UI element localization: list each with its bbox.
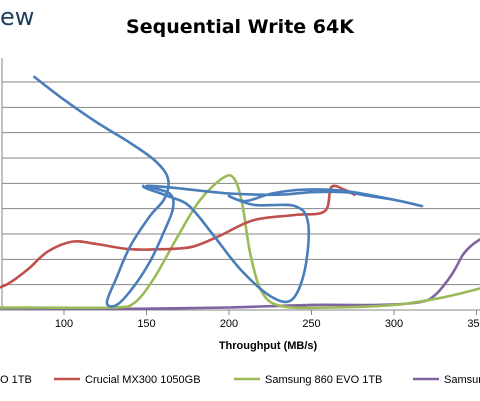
- x-tick-label: 100: [55, 318, 73, 330]
- legend-label: Samsung: [444, 374, 480, 386]
- x-tick-label: 300: [385, 318, 403, 330]
- legend: O 1TB Crucial MX300 1050GB Samsung 860 EVO…: [0, 374, 480, 386]
- series-lines: [0, 75, 480, 311]
- x-tick-label: 350: [467, 318, 480, 330]
- x-tick-label: 200: [220, 318, 238, 330]
- legend-label: O 1TB: [0, 374, 32, 386]
- x-ticks: 100 150 200 250 300 350: [55, 310, 480, 330]
- series-line-1: [0, 184, 356, 289]
- legend-label: Crucial MX300 1050GB: [85, 374, 201, 386]
- series-line-3: [0, 237, 480, 311]
- chart-title: Sequential Write 64K: [126, 16, 355, 38]
- series-line-0: [33, 75, 424, 308]
- logo-text: ew: [0, 3, 34, 31]
- x-axis-title: Throughput (MB/s): [219, 340, 318, 352]
- x-tick-label: 150: [137, 318, 155, 330]
- legend-label: Samsung 860 EVO 1TB: [265, 374, 382, 386]
- x-tick-label: 250: [302, 318, 320, 330]
- gridlines: [2, 81, 480, 286]
- series-line-2: [0, 173, 480, 310]
